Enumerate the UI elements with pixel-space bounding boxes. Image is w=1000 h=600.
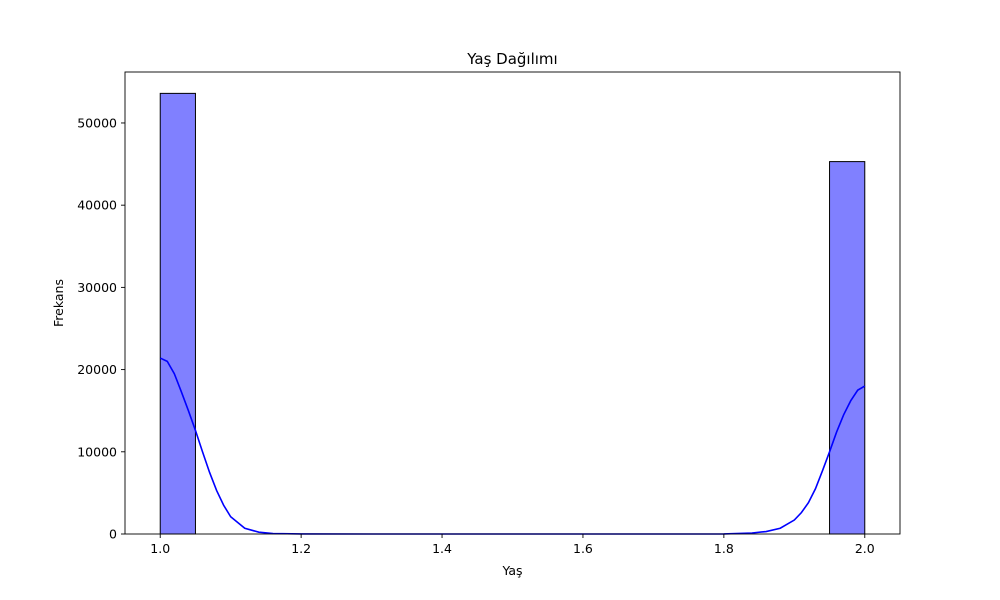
x-tick-label: 1.6 <box>573 541 593 556</box>
x-tick-label: 1.8 <box>714 541 734 556</box>
y-axis-label: Frekans <box>51 279 66 327</box>
y-tick-label: 40000 <box>77 198 117 213</box>
x-tick-label: 1.4 <box>432 541 452 556</box>
histogram-bars <box>159 92 866 535</box>
histogram-bar-0 <box>159 92 196 535</box>
histogram-bar-1 <box>829 161 866 535</box>
chart-title: Yaş Dağılımı <box>466 50 557 68</box>
x-axis-label: Yaş <box>501 563 522 578</box>
kde-curve <box>159 357 866 535</box>
x-tick-label: 2.0 <box>855 541 875 556</box>
y-tick-label: 50000 <box>77 115 117 130</box>
x-tick-label: 1.2 <box>291 541 311 556</box>
y-tick-label: 20000 <box>77 362 117 377</box>
y-tick-label: 0 <box>109 527 117 542</box>
x-axis-ticks: 1.0 1.2 1.4 1.6 1.8 2.0 <box>150 534 875 556</box>
y-tick-label: 10000 <box>77 444 117 459</box>
plot-frame <box>124 71 901 535</box>
y-tick-label: 30000 <box>77 280 117 295</box>
x-tick-label: 1.0 <box>150 541 170 556</box>
y-axis-ticks: 0 10000 20000 30000 40000 50000 <box>77 115 125 542</box>
